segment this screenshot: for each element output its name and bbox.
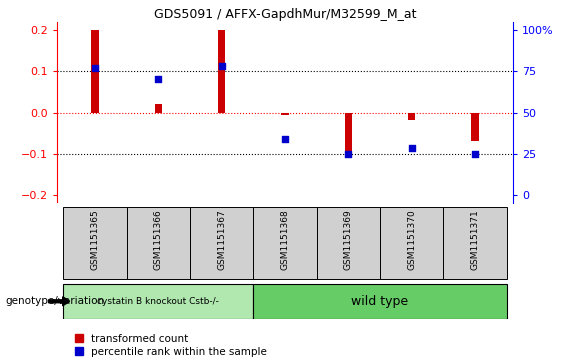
Bar <box>471 113 479 142</box>
Point <box>154 76 163 82</box>
Point <box>407 146 416 151</box>
Point <box>344 151 353 157</box>
Bar <box>63 207 127 279</box>
Text: genotype/variation: genotype/variation <box>6 296 105 306</box>
Bar <box>380 207 443 279</box>
Legend: transformed count, percentile rank within the sample: transformed count, percentile rank withi… <box>74 333 268 358</box>
Bar <box>253 207 317 279</box>
Point <box>91 65 100 71</box>
Bar <box>154 104 162 113</box>
Bar <box>91 30 99 113</box>
Title: GDS5091 / AFFX-GapdhMur/M32599_M_at: GDS5091 / AFFX-GapdhMur/M32599_M_at <box>154 8 416 21</box>
Bar <box>443 207 507 279</box>
Bar <box>344 113 352 156</box>
Text: GSM1151370: GSM1151370 <box>407 209 416 270</box>
Point <box>280 136 290 142</box>
Text: GSM1151368: GSM1151368 <box>280 209 290 270</box>
Text: wild type: wild type <box>352 295 409 308</box>
Bar <box>317 207 380 279</box>
Text: GSM1151369: GSM1151369 <box>344 209 353 270</box>
Point <box>217 64 226 69</box>
Text: GSM1151366: GSM1151366 <box>154 209 163 270</box>
Bar <box>63 284 253 319</box>
Text: cystatin B knockout Cstb-/-: cystatin B knockout Cstb-/- <box>97 297 219 306</box>
Bar <box>281 113 289 115</box>
Bar <box>408 113 416 120</box>
Bar <box>218 30 226 113</box>
Bar <box>190 207 253 279</box>
Text: GSM1151371: GSM1151371 <box>470 209 479 270</box>
Bar <box>253 284 507 319</box>
Text: GSM1151367: GSM1151367 <box>217 209 226 270</box>
Text: GSM1151365: GSM1151365 <box>91 209 100 270</box>
Point <box>470 151 479 157</box>
Bar <box>127 207 190 279</box>
